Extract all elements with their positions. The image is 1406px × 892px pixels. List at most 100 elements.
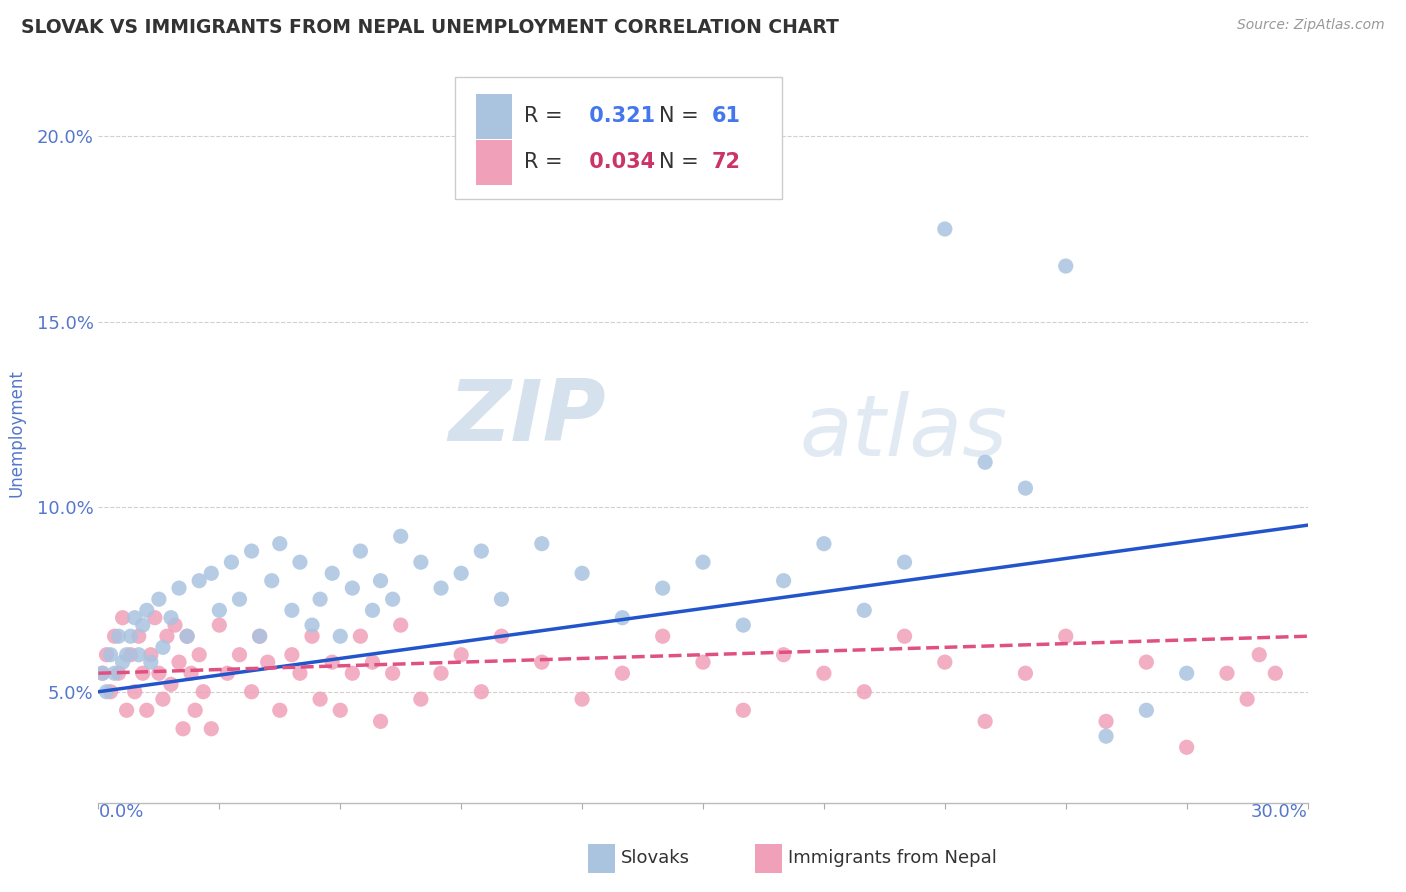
- Point: [409, 692, 432, 706]
- Point: [172, 722, 194, 736]
- Point: [692, 655, 714, 669]
- Point: [612, 610, 634, 624]
- Point: [115, 703, 138, 717]
- Point: [309, 592, 332, 607]
- Point: [381, 592, 404, 607]
- Text: R =: R =: [524, 106, 562, 127]
- Point: [249, 629, 271, 643]
- Point: [91, 666, 114, 681]
- Text: 61: 61: [711, 106, 741, 127]
- Point: [148, 592, 170, 607]
- Point: [361, 603, 384, 617]
- Point: [200, 722, 222, 736]
- Point: [269, 703, 291, 717]
- Point: [342, 666, 364, 681]
- Point: [1054, 629, 1077, 643]
- Point: [200, 566, 222, 581]
- Point: [188, 648, 211, 662]
- Point: [180, 666, 202, 681]
- Point: [321, 566, 343, 581]
- Point: [143, 610, 166, 624]
- Point: [571, 692, 593, 706]
- Point: [1216, 666, 1239, 681]
- Point: [184, 703, 207, 717]
- Point: [409, 555, 432, 569]
- Text: 0.034: 0.034: [582, 153, 655, 172]
- Point: [193, 685, 215, 699]
- Point: [132, 618, 155, 632]
- Point: [160, 610, 183, 624]
- Point: [96, 685, 118, 699]
- Point: [349, 544, 371, 558]
- Bar: [475, 140, 512, 185]
- Bar: [475, 95, 512, 138]
- Point: [329, 629, 352, 643]
- Text: 0.0%: 0.0%: [98, 803, 143, 821]
- Point: [152, 640, 174, 655]
- Point: [772, 574, 794, 588]
- Point: [1135, 655, 1157, 669]
- Point: [128, 648, 150, 662]
- Text: 0.321: 0.321: [582, 106, 655, 127]
- Point: [1014, 481, 1036, 495]
- Point: [176, 629, 198, 643]
- Point: [1014, 666, 1036, 681]
- Point: [974, 714, 997, 729]
- Point: [107, 666, 129, 681]
- Text: SLOVAK VS IMMIGRANTS FROM NEPAL UNEMPLOYMENT CORRELATION CHART: SLOVAK VS IMMIGRANTS FROM NEPAL UNEMPLOY…: [21, 18, 839, 37]
- Point: [692, 555, 714, 569]
- Point: [370, 574, 392, 588]
- Point: [430, 666, 453, 681]
- Text: Source: ZipAtlas.com: Source: ZipAtlas.com: [1237, 18, 1385, 32]
- Point: [1175, 740, 1198, 755]
- Point: [893, 629, 915, 643]
- Point: [120, 648, 142, 662]
- Point: [491, 629, 513, 643]
- Point: [1236, 692, 1258, 706]
- Point: [156, 629, 179, 643]
- Point: [208, 603, 231, 617]
- Point: [288, 555, 311, 569]
- Point: [733, 618, 755, 632]
- Point: [651, 581, 673, 595]
- Point: [733, 703, 755, 717]
- Point: [120, 629, 142, 643]
- Point: [111, 655, 134, 669]
- FancyBboxPatch shape: [456, 78, 782, 200]
- Point: [853, 603, 876, 617]
- Point: [103, 666, 125, 681]
- Point: [329, 703, 352, 717]
- Point: [228, 592, 250, 607]
- Point: [389, 529, 412, 543]
- Point: [135, 603, 157, 617]
- Point: [100, 648, 122, 662]
- Point: [1095, 729, 1118, 743]
- Point: [281, 648, 304, 662]
- Point: [188, 574, 211, 588]
- Point: [107, 629, 129, 643]
- Point: [934, 222, 956, 236]
- Point: [288, 666, 311, 681]
- Point: [240, 685, 263, 699]
- Point: [530, 655, 553, 669]
- Point: [128, 629, 150, 643]
- Point: [342, 581, 364, 595]
- Point: [381, 666, 404, 681]
- Point: [309, 692, 332, 706]
- Point: [853, 685, 876, 699]
- Point: [132, 666, 155, 681]
- Point: [1054, 259, 1077, 273]
- Point: [651, 629, 673, 643]
- Point: [389, 618, 412, 632]
- Point: [103, 629, 125, 643]
- Point: [321, 655, 343, 669]
- Point: [124, 685, 146, 699]
- Point: [450, 566, 472, 581]
- Point: [249, 629, 271, 643]
- Bar: [588, 844, 614, 873]
- Point: [228, 648, 250, 662]
- Point: [100, 685, 122, 699]
- Point: [135, 703, 157, 717]
- Point: [124, 610, 146, 624]
- Point: [612, 666, 634, 681]
